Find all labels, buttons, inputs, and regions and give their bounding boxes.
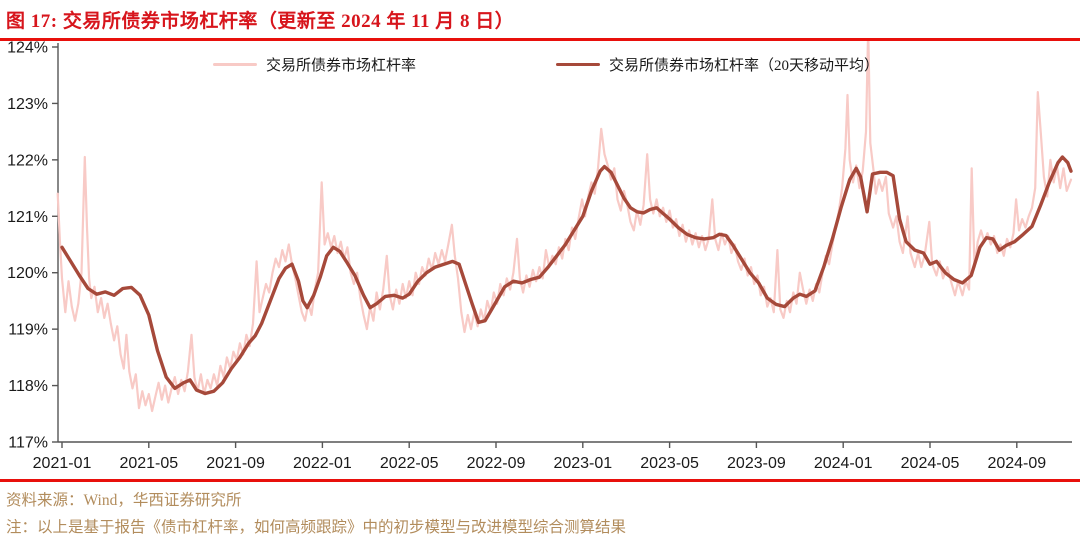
footer-divider	[0, 479, 1080, 482]
method-note: 注：以上是基于报告《债市杠杆率，如何高频跟踪》中的初步模型与改进模型综合测算结果	[6, 519, 627, 537]
x-tick-label: 2023-01	[553, 455, 612, 472]
figure-footnotes: 资料来源：Wind，华西证券研究所 注：以上是基于报告《债市杠杆率，如何高频跟踪…	[0, 482, 1080, 540]
x-tick-label: 2023-09	[727, 455, 786, 472]
leverage-chart: 117% 118% 119% 120% 121% 122% 123% 124% 2021-01 2…	[0, 41, 1080, 479]
daily-line	[56, 41, 1073, 413]
x-tick-label: 2021-09	[206, 455, 265, 472]
legend-item-daily: 交易所债券市场杠杆率	[213, 54, 416, 75]
legend-line-ma20-icon	[556, 62, 600, 67]
legend-label-daily: 交易所债券市场杠杆率	[266, 58, 417, 74]
y-tick-label: 119%	[8, 322, 48, 339]
x-tick-label: 2024-09	[987, 455, 1046, 472]
x-tick-label: 2022-05	[380, 455, 439, 472]
y-tick-label: 120%	[7, 265, 48, 282]
y-tick-label: 117%	[8, 435, 48, 452]
legend-label-ma20: 交易所债券市场杠杆率（20天移动平均）	[609, 58, 880, 74]
figure-title: 图 17: 交易所债券市场杠杆率（更新至 2024 年 11 月 8 日）	[6, 11, 515, 32]
y-tick-label: 118%	[8, 378, 48, 395]
ma20-line	[60, 155, 1073, 396]
legend-item-ma20: 交易所债券市场杠杆率（20天移动平均）	[556, 54, 879, 75]
source-note: 资料来源：Wind，华西证券研究所	[6, 492, 242, 509]
y-tick-label: 124%	[7, 41, 48, 57]
x-tick-label: 2022-09	[467, 455, 526, 472]
x-tick-label: 2024-01	[814, 455, 873, 472]
chart-svg: 117% 118% 119% 120% 121% 122% 123% 124% 2021-01 2…	[7, 41, 1073, 472]
x-tick-label: 2021-05	[119, 455, 178, 472]
y-tick-label: 122%	[7, 152, 48, 169]
y-tick-label: 121%	[7, 209, 48, 226]
x-tick-label: 2024-05	[901, 455, 960, 472]
x-tick-label: 2023-05	[640, 455, 699, 472]
x-tick-label: 2022-01	[293, 455, 352, 472]
y-tick-label: 123%	[7, 96, 48, 113]
legend-line-daily-icon	[213, 63, 257, 66]
title-divider	[0, 38, 1080, 41]
x-tick-label: 2021-01	[33, 455, 92, 472]
